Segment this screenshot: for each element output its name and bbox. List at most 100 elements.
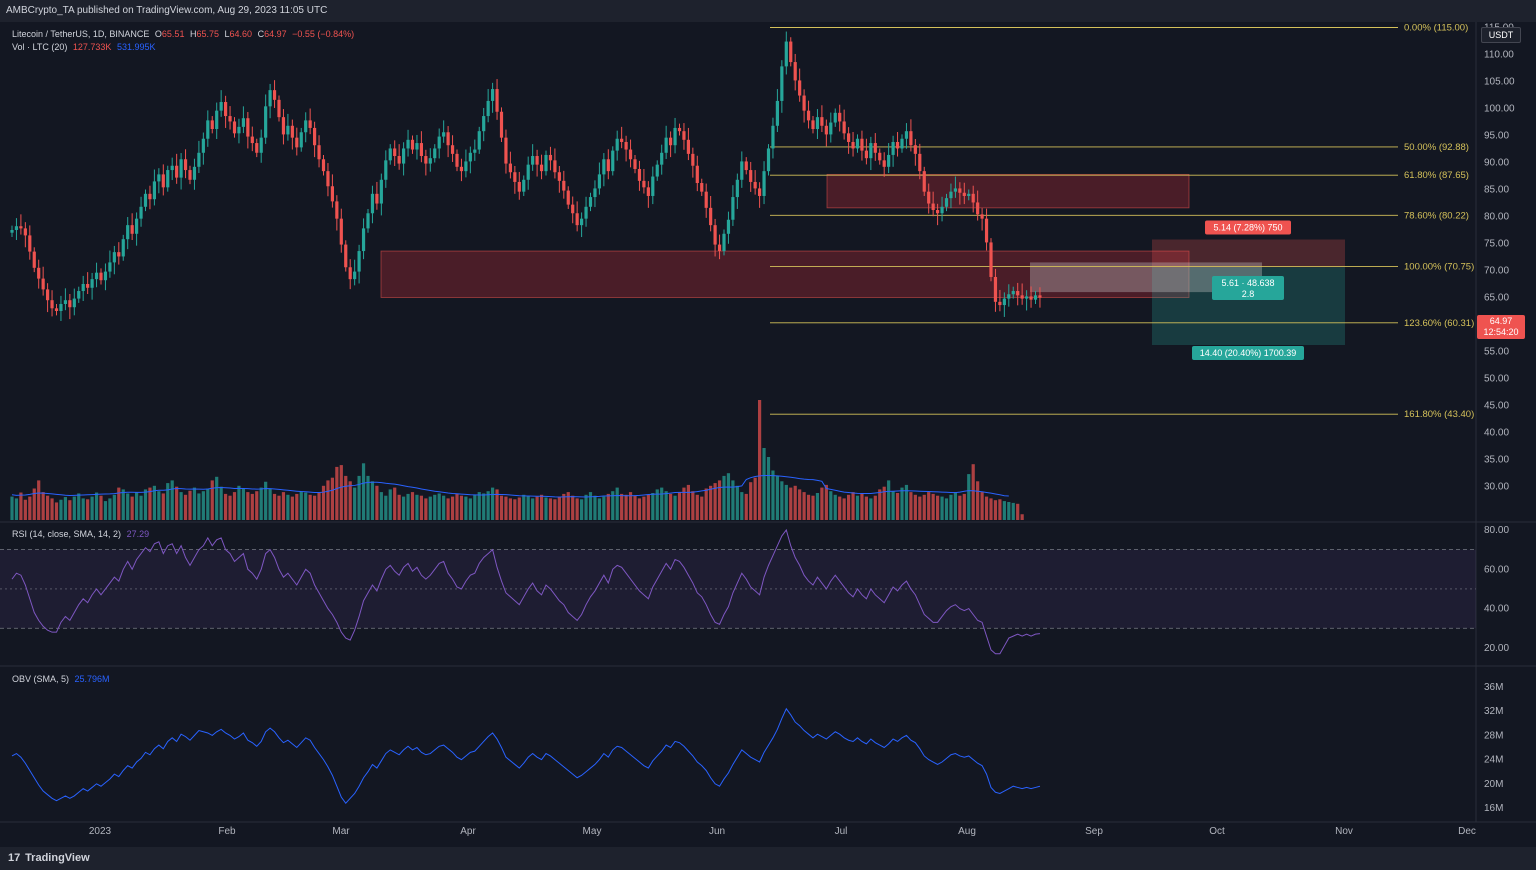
candle-body [731, 197, 735, 220]
ohlc-high: H65.75 [189, 29, 219, 39]
volume-bar [740, 492, 744, 520]
candle-body [219, 102, 223, 111]
candle-body [976, 202, 980, 215]
candle-body [548, 154, 553, 161]
volume-bar [339, 465, 343, 520]
candle-body [944, 198, 949, 207]
volume-bar [998, 499, 1002, 520]
candle-body [130, 225, 134, 234]
volume-bar [664, 491, 668, 520]
candle-body [121, 239, 125, 257]
candle-body [958, 188, 962, 193]
volume-bar [922, 494, 926, 520]
volume-bar [553, 499, 557, 520]
candle-body [1002, 298, 1006, 306]
volume-bar [375, 485, 379, 520]
candle-body [415, 143, 419, 150]
volume-bar [1002, 501, 1006, 520]
candle-body [410, 139, 415, 150]
volume-bar [557, 496, 561, 520]
candle-body [980, 214, 984, 219]
volume-bar [891, 491, 895, 520]
candle-body [566, 190, 570, 205]
volume-bar [477, 492, 481, 520]
candle-body [891, 141, 895, 155]
candle-body [691, 153, 695, 166]
candle-body [388, 148, 392, 161]
candle-body [277, 99, 281, 118]
volume-bar [860, 493, 864, 520]
candle-body [642, 180, 646, 188]
volume-bar [188, 490, 192, 520]
candle-body [148, 193, 152, 200]
candle-body [464, 161, 468, 172]
stop-label-badge: 5.14 (7.28%) 750 [1205, 220, 1291, 235]
candle-body [851, 141, 855, 149]
volume-bar [548, 498, 553, 520]
volume-bar [575, 498, 579, 520]
candle-body [170, 165, 174, 171]
volume-bar [976, 481, 980, 520]
candle-body [10, 230, 14, 233]
candle-body [477, 131, 481, 150]
volume-bar [482, 493, 486, 520]
tradingview-logo[interactable]: 17 TradingView [8, 852, 90, 864]
candle-body [286, 125, 290, 135]
volume-bar [895, 493, 900, 520]
volume-bar [77, 493, 81, 520]
candle-body [855, 138, 860, 149]
candle-body [357, 251, 361, 272]
volume-bar [660, 487, 664, 520]
volume-bar [913, 494, 917, 520]
volume-bar [673, 495, 677, 520]
volume-bar [117, 487, 121, 520]
candle-body [553, 160, 557, 173]
candle-body [669, 137, 673, 146]
volume-bar [927, 492, 931, 520]
candle-body [771, 125, 775, 149]
time-tick-label: Jun [709, 826, 725, 837]
chart-area[interactable]: 30.00 35.00 40.00 45.00 50.00 55.00 60.00 65.00… [0, 22, 1536, 847]
candle-body [166, 170, 170, 188]
volume-value: 127.733K [72, 42, 112, 52]
candle-body [829, 122, 833, 135]
volume-bar [580, 499, 584, 520]
volume-bar [81, 498, 85, 520]
candle-body [508, 163, 512, 173]
fib-level-label: 50.00% (92.88) [1404, 142, 1469, 153]
candle-body [993, 276, 998, 302]
candle-body [361, 228, 366, 252]
volume-bar [499, 495, 504, 520]
volume-bar [887, 480, 891, 520]
symbol-label: Litecoin / TetherUS, 1D, BINANCE [12, 29, 150, 39]
candle-body [90, 279, 94, 288]
volume-bar [139, 495, 143, 520]
candle-body [206, 120, 210, 139]
price-tick-label: 30.00 [1484, 482, 1509, 493]
volume-bar [504, 496, 508, 520]
candle-body [860, 138, 864, 151]
volume-bar [72, 496, 76, 520]
candle-body [135, 218, 139, 234]
volume-bar [255, 491, 259, 520]
candle-body [646, 187, 650, 196]
volume-bar [677, 492, 682, 520]
candle-body [255, 143, 259, 153]
candle-body [544, 154, 548, 172]
candle-body [384, 160, 388, 180]
volume-bar [14, 498, 19, 520]
volume-bar [1011, 502, 1015, 520]
candle-body [815, 117, 820, 130]
volume-bar [108, 498, 112, 520]
candle-body [94, 272, 99, 280]
volume-bar [936, 495, 940, 520]
volume-bar [695, 494, 699, 520]
order-block-zone [380, 250, 1190, 298]
time-tick-label: Apr [460, 826, 476, 837]
volume-bar [847, 494, 851, 520]
currency-label[interactable]: USDT [1481, 27, 1521, 43]
volume-bar [864, 496, 868, 520]
candle-body [740, 161, 744, 180]
price-tick-label: 55.00 [1484, 347, 1509, 358]
obv-tick-label: 24M [1484, 755, 1503, 766]
